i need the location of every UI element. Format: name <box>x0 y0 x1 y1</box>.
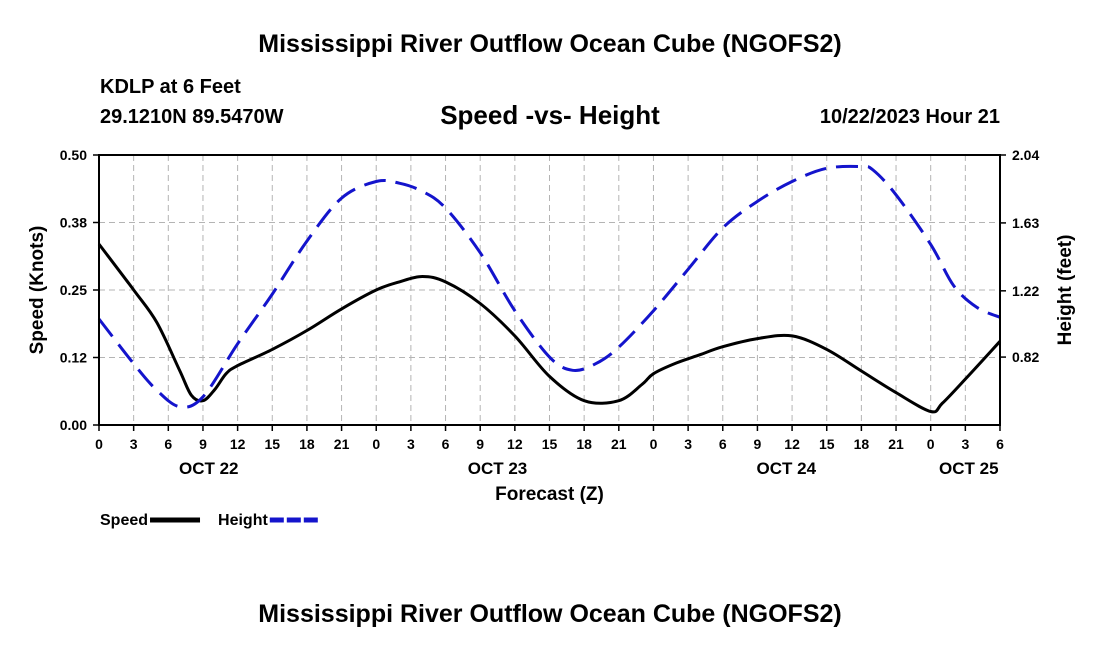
x-tick-label: 21 <box>888 436 904 452</box>
x-tick-label: 9 <box>754 436 762 452</box>
x-tick-label: 3 <box>684 436 692 452</box>
x-tick-label: 12 <box>784 436 800 452</box>
y-right-tick-label: 1.22 <box>1012 283 1039 299</box>
x-tick-label: 6 <box>442 436 450 452</box>
legend-label-speed: Speed <box>100 512 148 529</box>
x-tick-label: 0 <box>95 436 103 452</box>
x-tick-label: 9 <box>476 436 484 452</box>
axes: 0 3 6 9 12 15 18 21 0 3 6 9 12 15 18 21 0 3 6 9 12 15 18 21 0 3 6 0… <box>60 147 1040 478</box>
x-tick-label: 9 <box>199 436 207 452</box>
x-tick-label: 6 <box>164 436 172 452</box>
x-tick-label: 21 <box>334 436 350 452</box>
legend: Speed Height <box>100 512 320 529</box>
chart-subtitle: Speed -vs- Height <box>440 100 660 130</box>
x-tick-label: 6 <box>996 436 1004 452</box>
station-name: KDLP at 6 Feet <box>100 76 241 98</box>
y-right-tick-label: 0.82 <box>1012 349 1039 365</box>
x-tick-label: 21 <box>611 436 627 452</box>
x-tick-label: 18 <box>299 436 315 452</box>
day-label: OCT 24 <box>757 459 817 478</box>
x-tick-label: 18 <box>576 436 592 452</box>
x-axis-title: Forecast (Z) <box>495 484 604 505</box>
y-left-tick-label: 0.38 <box>60 215 87 231</box>
x-tick-label: 12 <box>230 436 246 452</box>
y-left-tick-label: 0.00 <box>60 417 87 433</box>
x-tick-label: 3 <box>407 436 415 452</box>
data-series <box>97 164 1002 414</box>
y-left-tick-label: 0.25 <box>60 282 87 298</box>
grid-lines <box>99 154 1000 425</box>
x-tick-label: 0 <box>650 436 658 452</box>
x-tick-label: 0 <box>372 436 380 452</box>
day-label: OCT 25 <box>939 459 999 478</box>
legend-label-height: Height <box>218 512 268 529</box>
y-right-tick-label: 2.04 <box>1012 147 1039 163</box>
footer-title: Mississippi River Outflow Ocean Cube (NG… <box>258 600 842 628</box>
x-tick-label: 6 <box>719 436 727 452</box>
x-tick-label: 15 <box>542 436 558 452</box>
x-tick-label: 15 <box>819 436 835 452</box>
x-tick-label: 3 <box>961 436 969 452</box>
series-line-height <box>97 164 1001 409</box>
speed-height-chart: 0 3 6 9 12 15 18 21 0 3 6 9 12 15 18 21 0 3 6 9 12 15 18 21 0 3 6 0… <box>27 147 1076 529</box>
y-axis-right-title: Height (feet) <box>1055 235 1076 346</box>
y-right-tick-label: 1.63 <box>1012 215 1039 231</box>
y-left-tick-label: 0.12 <box>60 350 87 366</box>
day-label: OCT 22 <box>179 459 239 478</box>
series-line-speed <box>97 243 1002 414</box>
station-coordinates: 29.1210N 89.5470W <box>100 106 284 128</box>
main-title: Mississippi River Outflow Ocean Cube (NG… <box>258 30 842 58</box>
x-tick-label: 15 <box>264 436 280 452</box>
x-tick-label: 3 <box>130 436 138 452</box>
x-tick-label: 12 <box>507 436 523 452</box>
axis-labels: Forecast (Z) Speed (Knots) Height (feet) <box>27 226 1076 505</box>
x-tick-label: 18 <box>854 436 870 452</box>
y-left-tick-label: 0.50 <box>60 147 87 163</box>
forecast-time: 10/22/2023 Hour 21 <box>819 106 1000 128</box>
x-tick-label: 0 <box>927 436 935 452</box>
y-axis-left-title: Speed (Knots) <box>27 226 48 355</box>
day-label: OCT 23 <box>468 459 528 478</box>
